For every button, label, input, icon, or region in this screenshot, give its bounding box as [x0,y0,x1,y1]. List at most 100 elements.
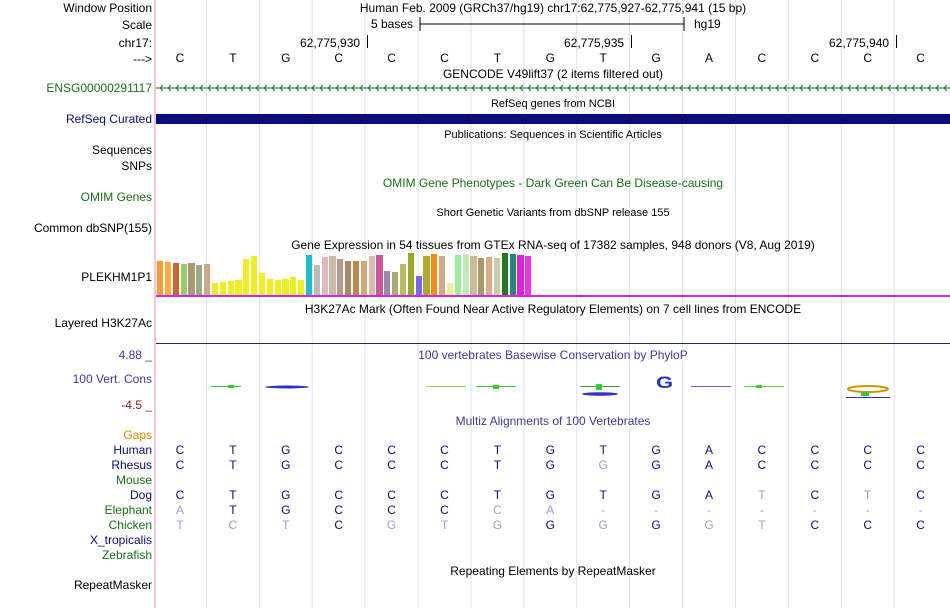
gtex-tissue-bar[interactable] [478,258,485,295]
gtex-tissue-bar[interactable] [462,253,469,295]
window-position-title: Human Feb. 2009 (GRCh37/hg19) chr17:62,7… [359,1,747,15]
window-position-label: Window Position [63,1,152,15]
gtex-tissue-bar[interactable] [204,263,211,295]
gencode-strand-chevron [239,84,244,92]
gtex-tissue-bar[interactable] [164,262,172,295]
reference-base: A [704,51,713,65]
alignment-base: C [810,488,820,502]
gtex-tissue-bar[interactable] [360,261,367,295]
gencode-strand-chevron [903,84,908,92]
gtex-tissue-bar[interactable] [172,263,179,295]
alignment-base: A [175,503,184,517]
gtex-tissue-bar[interactable] [501,253,508,295]
gtex-tissue-bar[interactable] [415,276,422,295]
gtex-tissue-bar[interactable] [352,260,360,295]
gtex-tissue-bar[interactable] [423,255,430,295]
gencode-strand-chevron [695,84,700,92]
gencode-strand-chevron [871,84,876,92]
multiz-title: Multiz Alignments of 100 Vertebrates [455,414,651,428]
alignment-base: C [387,488,396,502]
gtex-tissue-bar[interactable] [305,255,313,295]
gtex-tissue-bar[interactable] [345,261,352,295]
gtex-tissue-bar[interactable] [235,280,242,295]
gencode-strand-chevron [799,84,804,92]
gtex-tissue-bar[interactable] [399,263,407,295]
gtex-tissue-bar[interactable] [282,279,289,295]
alignment-base: C [334,458,344,472]
gtex-tissue-bar[interactable] [446,283,454,295]
gtex-tissue-bar[interactable] [313,264,320,295]
gtex-tissue-bar[interactable] [517,254,524,295]
species-label[interactable]: Zebrafish [101,548,152,562]
gtex-tissue-bar[interactable] [431,253,438,295]
species-label[interactable]: Dog [129,488,152,502]
gencode-strand-chevron [767,84,772,92]
h3k27ac-label[interactable]: Layered H3K27Ac [54,316,152,330]
gtex-tissue-bar[interactable] [251,256,258,295]
gtex-tissue-bar[interactable] [454,254,461,295]
reference-base: T [493,51,502,65]
gtex-tissue-bar[interactable] [243,258,250,295]
alignment-base: T [229,443,237,457]
dbsnp-label[interactable]: Common dbSNP(155) [33,221,152,235]
gtex-tissue-bar[interactable] [188,263,195,295]
species-label[interactable]: Chicken [108,518,152,532]
gtex-tissue-bar[interactable] [493,258,501,295]
gtex-tissue-bar[interactable] [329,256,336,295]
gtex-tissue-bar[interactable] [157,261,164,295]
repeatmasker-label[interactable]: RepeatMasker [73,578,152,592]
gtex-bar-chart[interactable] [157,253,537,295]
species-label[interactable]: X_tropicalis [89,533,152,547]
left-border [154,0,156,608]
alignment-base: T [599,443,607,457]
gtex-tissue-bar[interactable] [227,280,234,295]
gtex-label[interactable]: PLEKHM1P1 [81,270,152,284]
alignment-base: T [864,488,872,502]
gencode-strand-chevron [807,84,812,92]
gencode-label[interactable]: ENSG00000291117 [46,81,152,95]
gencode-strand-chevron [783,84,788,92]
publications-label[interactable]: Sequences [91,143,152,157]
gencode-strand-chevron [879,84,884,92]
gtex-tissue-bar[interactable] [439,256,446,295]
omim-label[interactable]: OMIM Genes [80,190,152,204]
phylop-label[interactable]: 100 Vert. Cons [72,372,152,386]
gtex-tissue-bar[interactable] [196,264,203,295]
gtex-tissue-bar[interactable] [290,277,297,295]
gtex-tissue-bar[interactable] [470,255,477,295]
reference-base: G [651,51,661,65]
repeatmasker-title: Repeating Elements by RepeatMasker [450,564,656,578]
gencode-strand-chevron [175,84,180,92]
alignment-base: C [228,518,238,532]
gtex-tissue-bar[interactable] [384,271,391,295]
gencode-gene-line[interactable] [156,83,950,93]
gtex-tissue-bar[interactable] [392,272,399,295]
refseq-gene-bar[interactable] [156,114,950,124]
gtex-tissue-bar[interactable] [486,257,493,295]
coordinate-tick-mark-3 [896,35,897,48]
gtex-tissue-bar[interactable] [258,273,266,295]
species-label[interactable]: Mouse [115,473,152,487]
gtex-tissue-bar[interactable] [321,257,328,295]
reference-base: T [229,51,237,65]
gencode-strand-chevron [687,84,692,92]
gtex-tissue-bar[interactable] [274,279,281,295]
gtex-tissue-bar[interactable] [266,279,273,295]
species-label[interactable]: Human [113,443,152,457]
gtex-tissue-bar[interactable] [368,255,375,295]
gtex-tissue-bar[interactable] [298,279,305,295]
gtex-tissue-bar[interactable] [407,253,414,295]
alignment-base: G [651,488,661,502]
gtex-tissue-bar[interactable] [376,254,383,295]
gtex-tissue-bar[interactable] [211,283,219,295]
gtex-tissue-bar[interactable] [525,255,532,295]
gencode-strand-chevron [535,84,540,92]
species-label[interactable]: Rhesus [111,458,152,472]
gtex-tissue-bar[interactable] [509,253,516,295]
gtex-tissue-bar[interactable] [337,259,344,295]
gtex-tissue-bar[interactable] [219,281,226,295]
gtex-tissue-bar[interactable] [180,263,187,295]
species-label[interactable]: Elephant [104,503,152,517]
snps-label[interactable]: SNPs [121,159,152,173]
refseq-label[interactable]: RefSeq Curated [65,112,152,126]
